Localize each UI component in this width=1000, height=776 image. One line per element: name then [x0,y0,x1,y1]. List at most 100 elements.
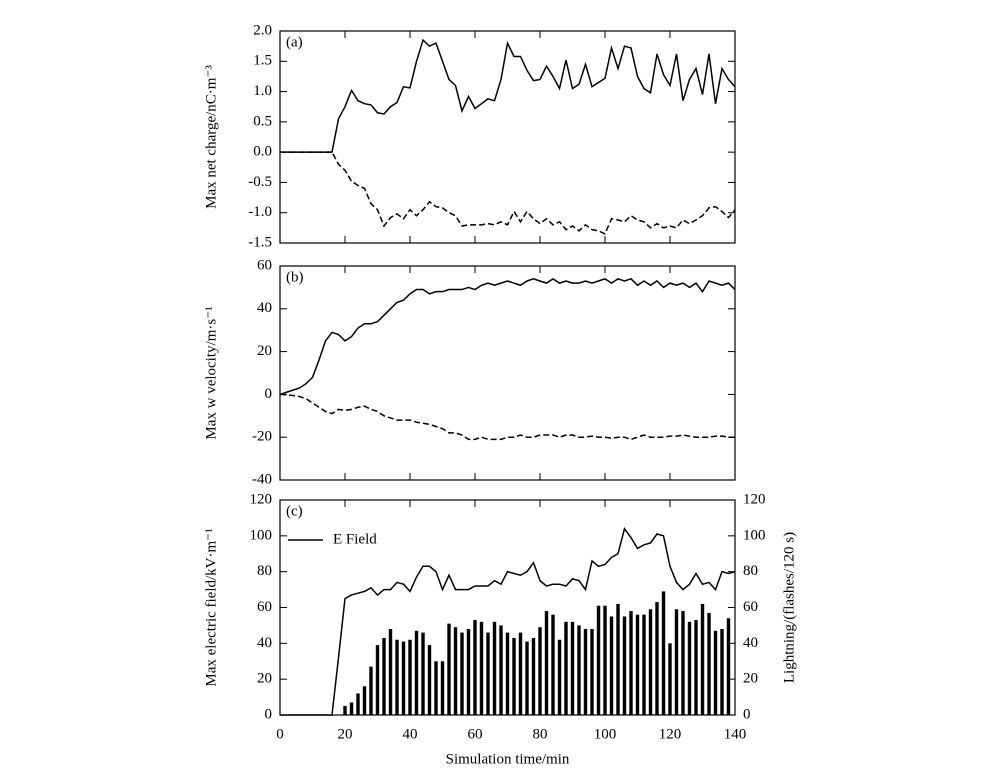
bar [401,641,406,715]
bar [557,639,562,715]
y2-tick-label: 100 [743,527,766,543]
bar [395,639,399,715]
bar [375,645,380,715]
bar [434,661,438,715]
y-tick-label: 0.0 [253,144,272,160]
bar [603,605,607,715]
bar [512,637,516,715]
y2-axis-label: Lightning/(flashes/120 s) [781,532,797,683]
bar [707,612,711,715]
y-axis-label: Max net charge/nC·m⁻³ [203,65,219,209]
y-tick-label: -20 [252,429,272,445]
bar [635,614,640,715]
plot-frame [279,30,736,244]
bar [551,614,555,715]
y2-tick-label: 0 [743,706,751,722]
series-line [280,151,736,235]
y-tick-label: -0.5 [248,174,272,190]
y-tick-label: 2.0 [253,22,272,38]
bar [538,627,542,715]
bar [466,629,471,715]
bar [583,629,588,715]
bar [479,621,484,715]
bar [447,623,451,715]
y-tick-label: 0 [265,706,273,722]
x-tick-label: 60 [468,726,483,742]
y2-tick-label: 120 [743,491,766,507]
y-tick-label: 1.0 [253,83,272,99]
y-tick-label: 20 [257,343,272,359]
y2-tick-label: 40 [743,635,758,651]
x-tick-label: 40 [403,726,418,742]
x-tick-label: 140 [724,726,747,742]
y2-tick-label: 80 [743,563,758,579]
y-tick-label: 120 [250,491,273,507]
panel-label: (a) [286,34,303,50]
bar [492,621,497,715]
series-line [279,393,735,441]
y2-tick-label: 20 [743,671,758,687]
x-axis-label: Simulation time/min [446,751,570,767]
bar [596,605,601,715]
y-tick-label: -1.0 [248,204,272,220]
bar [590,629,594,715]
bar [453,627,458,715]
y-tick-label: 60 [257,599,272,615]
bar [460,632,464,715]
bar [525,641,529,715]
bar [681,611,685,715]
y-tick-label: 0 [265,386,273,402]
bar [648,609,653,715]
y-axis-label: Max w velocity/m·s⁻¹ [203,306,219,439]
x-tick-label: 0 [276,726,284,742]
bar [642,614,646,715]
bar [440,661,445,715]
bar [499,625,503,715]
bar [473,620,477,715]
bar [720,629,724,715]
x-tick-label: 20 [338,726,353,742]
panel-label: (c) [286,503,303,519]
bar [486,632,490,715]
x-tick-label: 120 [659,726,682,742]
bar [362,686,367,715]
y-tick-label: 1.5 [253,53,272,69]
x-tick-label: 100 [594,726,617,742]
bar [531,637,536,715]
bar [661,591,666,715]
bar [616,603,620,715]
bar [343,706,347,715]
bar [544,611,549,715]
bar [382,637,386,715]
y-tick-label: 40 [257,635,272,651]
bar [726,618,731,715]
bar [674,609,679,715]
series-line [280,38,736,153]
bar [668,643,672,715]
bar [414,630,419,715]
plot-frame [279,265,736,481]
y-tick-label: 40 [257,300,272,316]
x-tick-label: 80 [533,726,548,742]
series-line [280,526,736,716]
panel-label: (b) [286,269,304,285]
bar [700,603,705,715]
y-tick-label: 80 [257,563,272,579]
bar [356,693,360,715]
bar [577,625,581,715]
y-tick-label: -40 [252,471,272,487]
bar [505,632,510,715]
bar [408,639,412,715]
bar [388,629,393,715]
bar [369,666,373,715]
bar [655,602,659,715]
bar [564,621,568,715]
bar [427,645,432,715]
y-axis-label: Max electric field/kV·m⁻¹ [203,528,219,686]
bar [629,611,633,715]
bar [713,630,718,715]
bar [687,621,692,715]
series-line [279,277,736,396]
y-tick-label: 20 [257,671,272,687]
